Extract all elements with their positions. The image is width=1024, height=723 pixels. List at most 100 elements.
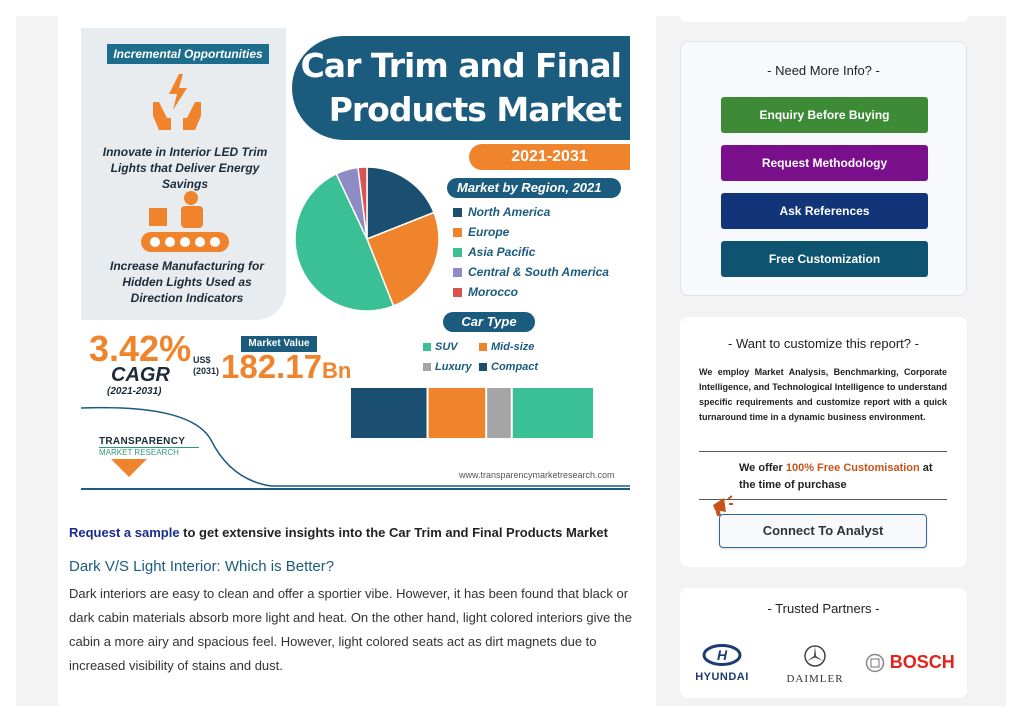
offer-suffix: at the time of purchase bbox=[739, 462, 933, 491]
offer-highlight: 100% Free Customisation bbox=[785, 462, 920, 474]
car-type-bar-mid-size bbox=[428, 388, 486, 438]
trusted-partners-title: - Trusted Partners - bbox=[767, 601, 880, 616]
market-value-unit: Bn bbox=[321, 358, 352, 383]
daimler-star-icon bbox=[804, 645, 826, 667]
decorative-curve bbox=[81, 406, 630, 487]
energy-hands-icon bbox=[153, 74, 201, 130]
sidebar-card-stub bbox=[680, 16, 968, 22]
opportunity-2-text: Increase Manufacturing for Hidden Lights… bbox=[109, 259, 265, 305]
market-value-number: 182.17Bn bbox=[221, 348, 351, 386]
sample-request-text: to get extensive insights into the Car T… bbox=[179, 525, 608, 540]
cagr-value: 3.42% bbox=[89, 328, 192, 369]
region-legend: North America Europe Asia Pacific Centra… bbox=[453, 202, 609, 302]
legend-label: Europe bbox=[468, 225, 510, 239]
car-type-bar-compact bbox=[351, 388, 427, 438]
partner-hyundai: H HYUNDAI bbox=[692, 644, 752, 683]
legend-item-central-south-america: Central & South America bbox=[453, 262, 609, 282]
tmr-logo-name: TRANSPARENCY bbox=[99, 436, 186, 447]
car-type-legend-luxury: Luxury bbox=[423, 361, 472, 373]
legend-item-asia-pacific: Asia Pacific bbox=[453, 242, 609, 262]
need-more-info-card: - Need More Info? - Enquiry Before Buyin… bbox=[680, 41, 967, 296]
pie-slice-north-america bbox=[366, 166, 435, 241]
partner-bosch-name: BOSCH bbox=[889, 652, 955, 672]
legend-label: SUV bbox=[435, 341, 458, 353]
customize-report-card: - Want to customize this report? - We em… bbox=[680, 317, 967, 567]
need-more-info-title: - Need More Info? - bbox=[767, 63, 880, 78]
cagr-label: CAGR bbox=[111, 364, 170, 386]
svg-text:H: H bbox=[717, 647, 728, 663]
car-type-heading: Car Type bbox=[443, 312, 535, 332]
opportunity-1-text: Innovate in Interior LED Trim Lights tha… bbox=[102, 145, 268, 191]
customize-report-description: We employ Market Analysis, Benchmarking,… bbox=[699, 367, 947, 422]
legend-swatch bbox=[453, 248, 462, 258]
partner-hyundai-name: HYUNDAI bbox=[695, 671, 749, 683]
tmr-arrow-icon bbox=[111, 459, 147, 477]
legend-swatch bbox=[453, 268, 462, 278]
region-legend-heading: Market by Region, 2021 bbox=[447, 178, 621, 198]
tmr-logo-sub: MARKET RESEARCH bbox=[99, 447, 199, 457]
forecast-years: 2021-2031 bbox=[469, 144, 630, 170]
legend-item-north-america: North America bbox=[453, 202, 609, 222]
car-type-legend-suv: SUV bbox=[423, 341, 458, 353]
infographic-title-line-2: Products Market bbox=[328, 90, 622, 129]
infographic-baseline bbox=[81, 488, 630, 490]
opportunities-panel bbox=[81, 28, 286, 320]
legend-label: Compact bbox=[491, 361, 539, 373]
ask-references-button[interactable]: Ask References bbox=[721, 193, 928, 229]
partner-daimler: DAIMLER bbox=[780, 644, 850, 685]
car-type-legend-mid-size: Mid-size bbox=[479, 341, 534, 353]
pie-slice-asia-pacific bbox=[294, 172, 395, 312]
legend-swatch bbox=[479, 343, 487, 352]
trusted-partners-card: - Trusted Partners - H HYUNDAI DAIMLER B… bbox=[680, 588, 967, 698]
legend-label: Asia Pacific bbox=[468, 245, 536, 259]
market-value-currency: US$ (2031) bbox=[193, 355, 219, 377]
customize-report-title: - Want to customize this report? - bbox=[728, 336, 919, 351]
market-value-amount: 182.17 bbox=[221, 348, 322, 385]
legend-label: Mid-size bbox=[491, 341, 535, 353]
legend-swatch bbox=[453, 228, 462, 238]
legend-swatch bbox=[423, 343, 431, 352]
legend-label: Morocco bbox=[468, 285, 519, 299]
cagr-years: (2021-2031) bbox=[107, 386, 162, 397]
legend-swatch bbox=[453, 208, 462, 218]
bosch-logo-icon bbox=[866, 653, 885, 672]
car-type-legend-compact: Compact bbox=[479, 361, 538, 373]
car-type-bar-luxury bbox=[487, 388, 511, 438]
sample-request-line: Request a sample to get extensive insigh… bbox=[69, 525, 608, 540]
legend-swatch bbox=[453, 288, 462, 298]
legend-label: North America bbox=[468, 205, 551, 219]
infographic: Incremental Opportunities Innovate in In… bbox=[81, 28, 630, 493]
legend-label: Luxury bbox=[435, 361, 472, 373]
enquiry-before-buying-button[interactable]: Enquiry Before Buying bbox=[721, 97, 928, 133]
pie-slice-morocco bbox=[357, 166, 368, 240]
section-heading: Dark V/S Light Interior: Which is Better… bbox=[69, 558, 335, 575]
request-methodology-button[interactable]: Request Methodology bbox=[721, 145, 928, 181]
section-paragraph: Dark interiors are easy to clean and off… bbox=[69, 586, 632, 673]
car-type-bar-chart bbox=[351, 388, 593, 438]
legend-label: Central & South America bbox=[468, 265, 609, 279]
market-value-year: (2031) bbox=[193, 366, 220, 376]
partner-bosch: BOSCH bbox=[860, 652, 960, 673]
car-type-bar-suv bbox=[512, 388, 593, 438]
hyundai-logo-icon: H bbox=[702, 644, 742, 666]
connect-to-analyst-button[interactable]: Connect To Analyst bbox=[719, 514, 927, 548]
tmr-logo: TRANSPARENCY MARKET RESEARCH bbox=[99, 436, 199, 484]
legend-item-europe: Europe bbox=[453, 222, 609, 242]
legend-swatch bbox=[479, 363, 487, 372]
manufacturing-worker-icon bbox=[141, 191, 229, 252]
offer-prefix: We offer bbox=[739, 462, 786, 474]
infographic-title-line-1: Car Trim and Final bbox=[300, 46, 622, 85]
website-url: www.transparencymarketresearch.com bbox=[459, 470, 615, 480]
free-customization-button[interactable]: Free Customization bbox=[721, 241, 928, 277]
currency-text: US$ bbox=[193, 355, 211, 365]
offer-text: We offer 100% Free Customisation at the … bbox=[739, 460, 947, 494]
free-customisation-offer: We offer 100% Free Customisation at the … bbox=[699, 451, 947, 500]
request-sample-link[interactable]: Request a sample bbox=[69, 525, 180, 540]
legend-item-morocco: Morocco bbox=[453, 282, 609, 302]
infographic-title-banner: Car Trim and Final Products Market bbox=[292, 36, 630, 140]
legend-swatch bbox=[423, 363, 431, 372]
market-value-label: Market Value bbox=[241, 336, 317, 352]
opportunities-label: Incremental Opportunities bbox=[107, 44, 269, 64]
partner-daimler-name: DAIMLER bbox=[786, 673, 844, 685]
region-pie-chart bbox=[294, 166, 440, 312]
